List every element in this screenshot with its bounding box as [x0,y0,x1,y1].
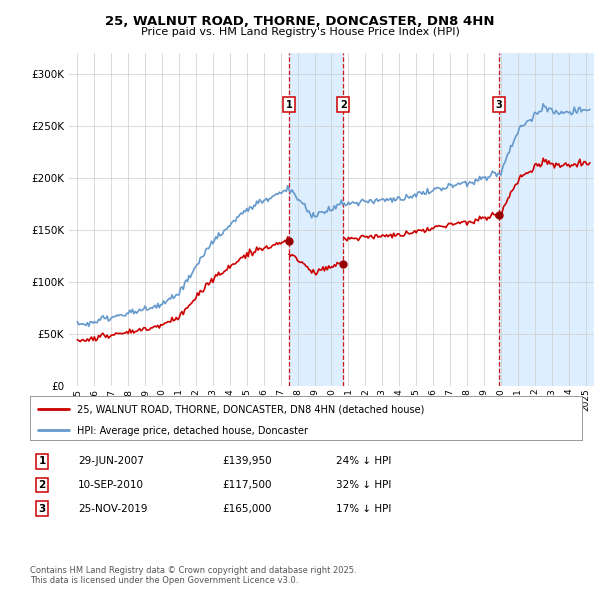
Text: Price paid vs. HM Land Registry's House Price Index (HPI): Price paid vs. HM Land Registry's House … [140,28,460,37]
Text: 25-NOV-2019: 25-NOV-2019 [78,504,148,513]
Text: 10-SEP-2010: 10-SEP-2010 [78,480,144,490]
Text: 2: 2 [340,100,347,110]
Text: £117,500: £117,500 [222,480,271,490]
Text: 3: 3 [496,100,503,110]
Text: £139,950: £139,950 [222,457,272,466]
Text: Contains HM Land Registry data © Crown copyright and database right 2025.
This d: Contains HM Land Registry data © Crown c… [30,566,356,585]
Text: 32% ↓ HPI: 32% ↓ HPI [336,480,391,490]
Bar [499,53,594,386]
Text: 24% ↓ HPI: 24% ↓ HPI [336,457,391,466]
Text: 25, WALNUT ROAD, THORNE, DONCASTER, DN8 4HN: 25, WALNUT ROAD, THORNE, DONCASTER, DN8 … [105,15,495,28]
Text: 2: 2 [38,480,46,490]
Text: 29-JUN-2007: 29-JUN-2007 [78,457,144,466]
Text: 3: 3 [38,504,46,513]
Text: 1: 1 [38,457,46,466]
Text: 17% ↓ HPI: 17% ↓ HPI [336,504,391,513]
Bar [289,53,343,386]
Text: 25, WALNUT ROAD, THORNE, DONCASTER, DN8 4HN (detached house): 25, WALNUT ROAD, THORNE, DONCASTER, DN8 … [77,404,424,414]
Text: 1: 1 [286,100,292,110]
Text: HPI: Average price, detached house, Doncaster: HPI: Average price, detached house, Donc… [77,426,308,436]
Text: £165,000: £165,000 [222,504,271,513]
